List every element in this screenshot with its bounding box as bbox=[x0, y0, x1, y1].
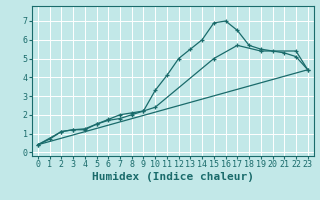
X-axis label: Humidex (Indice chaleur): Humidex (Indice chaleur) bbox=[92, 172, 254, 182]
